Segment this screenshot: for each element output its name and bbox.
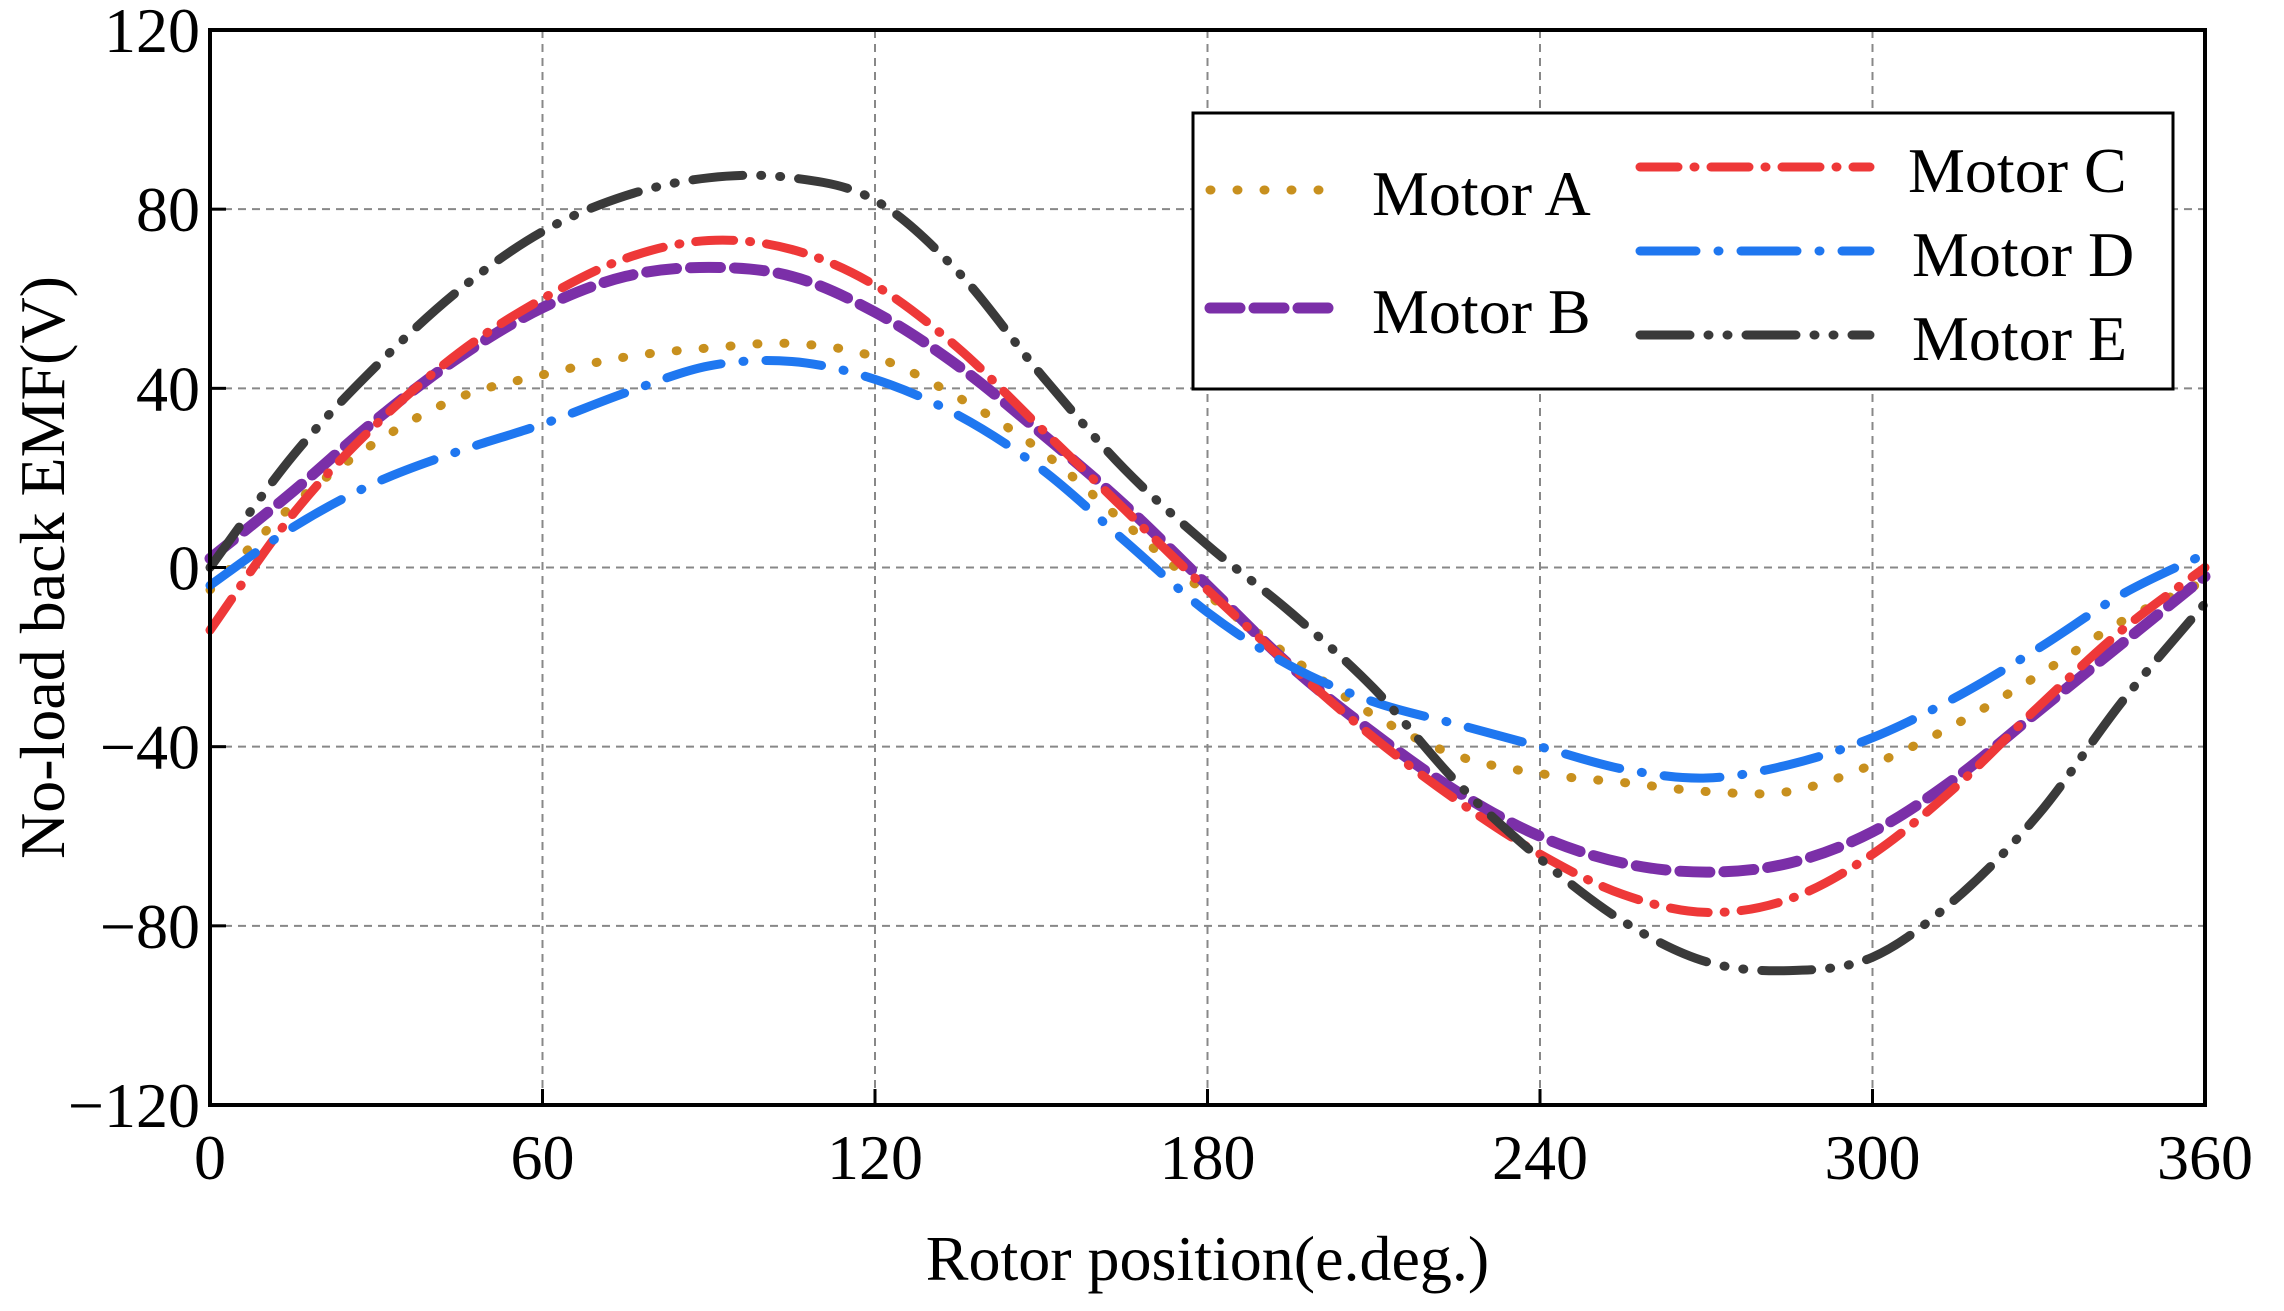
legend-label-motor-a: Motor A bbox=[1372, 158, 1591, 229]
y-tick-label: 0 bbox=[168, 533, 200, 604]
y-tick-label: −40 bbox=[100, 712, 200, 783]
legend: Motor A Motor B Motor C Motor D Motor E bbox=[1191, 111, 2175, 391]
x-tick-label: 300 bbox=[1825, 1122, 1921, 1193]
y-tick-label: −120 bbox=[68, 1070, 200, 1141]
x-tick-label: 180 bbox=[1160, 1122, 1256, 1193]
x-axis-title: Rotor position(e.deg.) bbox=[926, 1223, 1489, 1294]
series-line-motor-d bbox=[205, 355, 2210, 783]
y-tick-label: 80 bbox=[136, 174, 200, 245]
x-tick-label: 240 bbox=[1492, 1122, 1588, 1193]
y-axis-title: No-load back EMF(V) bbox=[7, 276, 78, 859]
y-tick-label: 120 bbox=[104, 0, 200, 66]
y-tick-label: −80 bbox=[100, 891, 200, 962]
x-tick-label: 0 bbox=[194, 1122, 226, 1193]
x-tick-label: 360 bbox=[2157, 1122, 2253, 1193]
x-tick-label: 60 bbox=[511, 1122, 575, 1193]
series-line-motor-e bbox=[205, 170, 2210, 976]
y-tick-label: 40 bbox=[136, 353, 200, 424]
legend-label-motor-d: Motor D bbox=[1912, 219, 2134, 290]
series-line-motor-a bbox=[205, 338, 2210, 799]
x-tick-label: 120 bbox=[827, 1122, 923, 1193]
legend-label-motor-c: Motor C bbox=[1908, 135, 2127, 206]
series-layer bbox=[204, 170, 2211, 976]
legend-label-motor-e: Motor E bbox=[1912, 303, 2127, 374]
axes: 0 60 120 180 240 300 360−120−80−4004080120Roto… bbox=[7, 0, 2253, 1294]
series-line-motor-c bbox=[205, 235, 2210, 917]
legend-label-motor-b: Motor B bbox=[1372, 276, 1591, 347]
